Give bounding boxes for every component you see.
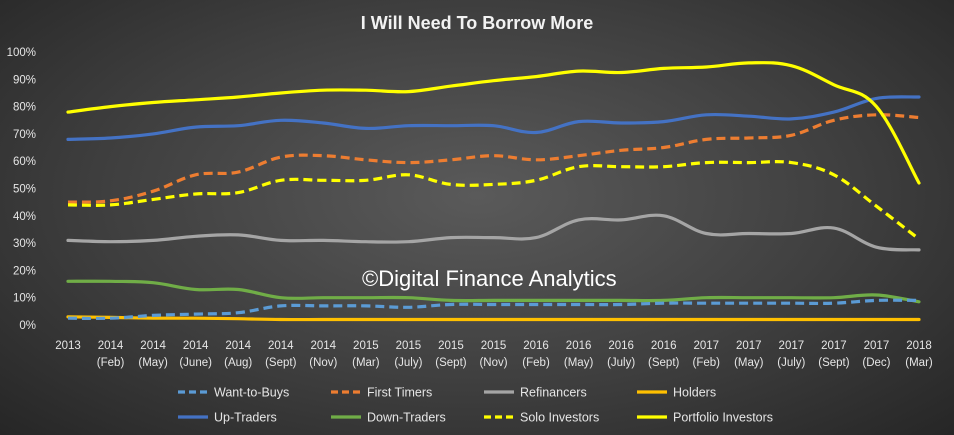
legend-label-holders: Holders (673, 386, 716, 400)
x-tick-sublabel: (Nov) (309, 357, 337, 369)
x-tick-sublabel: (Feb) (97, 357, 125, 369)
series-line-solo-investors (67, 160, 920, 241)
series-layer (66, 61, 921, 322)
chart-title: I Will Need To Borrow More (361, 13, 594, 33)
series-line-down-traders (66, 279, 921, 304)
series-line-refinancers (66, 213, 921, 252)
series-line-want-to-buys (67, 298, 920, 321)
x-tick-label: 2016 (566, 340, 592, 352)
x-tick-label: 2013 (55, 340, 81, 352)
x-tick-label: 2015 (438, 340, 464, 352)
x-tick-label: 2017 (736, 340, 762, 352)
legend-label-want-to-buys: Want-to-Buys (214, 386, 289, 400)
y-tick-label: 90% (13, 74, 36, 86)
x-tick-label: 2014 (225, 340, 251, 352)
x-tick-sublabel: (Sept) (435, 357, 466, 369)
x-tick-sublabel: (Feb) (693, 357, 721, 369)
y-tick-label: 10% (13, 293, 36, 305)
x-tick-sublabel: (Aug) (224, 357, 252, 369)
x-tick-sublabel: (Sept) (648, 357, 679, 369)
x-axis: 2013 2014 (Feb) 2014 (May) 2014 (June) 2014 (Aug… (55, 340, 933, 369)
y-tick-label: 60% (13, 156, 36, 168)
x-tick-sublabel: (Sept) (818, 357, 849, 369)
y-axis: 0% 10% 20% 30% 40% 50% 60% 70% 80% 90% 100% (7, 47, 36, 332)
y-tick-label: 20% (13, 265, 36, 277)
legend-label-solo-investors: Solo Investors (520, 411, 599, 425)
x-tick-sublabel: (Sept) (265, 357, 296, 369)
x-tick-label: 2015 (396, 340, 422, 352)
x-tick-label: 2016 (523, 340, 549, 352)
y-tick-label: 40% (13, 211, 36, 223)
x-tick-label: 2017 (864, 340, 890, 352)
legend-label-down-traders: Down-Traders (367, 411, 446, 425)
legend-label-portfolio-investors: Portfolio Investors (673, 411, 773, 425)
x-tick-label: 2014 (98, 340, 124, 352)
x-tick-label: 2017 (779, 340, 805, 352)
y-tick-label: 80% (13, 102, 36, 114)
y-tick-label: 70% (13, 129, 36, 141)
x-tick-label: 2014 (268, 340, 294, 352)
x-tick-sublabel: (May) (734, 357, 764, 369)
x-tick-label: 2016 (608, 340, 634, 352)
x-tick-sublabel: (Dec) (862, 357, 890, 369)
x-tick-sublabel: (May) (564, 357, 594, 369)
x-tick-sublabel: (July) (394, 357, 422, 369)
x-tick-label: 2016 (651, 340, 677, 352)
x-tick-label: 2017 (821, 340, 847, 352)
legend-label-first-timers: First Timers (367, 386, 432, 400)
x-tick-sublabel: (July) (777, 357, 805, 369)
x-tick-label: 2017 (693, 340, 719, 352)
x-tick-sublabel: (Mar) (905, 357, 933, 369)
x-tick-sublabel: (June) (179, 357, 212, 369)
y-tick-label: 100% (7, 47, 36, 59)
x-tick-label: 2014 (311, 340, 337, 352)
x-tick-sublabel: (Nov) (479, 357, 507, 369)
x-tick-label: 2014 (140, 340, 166, 352)
series-line-up-traders (66, 95, 921, 141)
x-tick-label: 2015 (353, 340, 379, 352)
x-tick-sublabel: (Mar) (352, 357, 380, 369)
legend-label-refinancers: Refinancers (520, 386, 587, 400)
legend: Want-to-Buys First Timers Refinancers Holde… (178, 386, 773, 425)
series-line-holders (66, 315, 921, 322)
x-tick-label: 2015 (481, 340, 507, 352)
series-line-first-timers (67, 113, 920, 204)
y-tick-label: 50% (13, 184, 36, 196)
x-tick-sublabel: (May) (138, 357, 168, 369)
y-tick-label: 0% (19, 320, 36, 332)
watermark-text: ©Digital Finance Analytics (362, 266, 617, 291)
x-tick-label: 2014 (183, 340, 209, 352)
y-tick-label: 30% (13, 238, 36, 250)
x-tick-sublabel: (Feb) (522, 357, 550, 369)
legend-label-up-traders: Up-Traders (214, 411, 277, 425)
series-line-portfolio-investors (66, 61, 921, 185)
x-tick-sublabel: (July) (607, 357, 635, 369)
x-tick-label: 2018 (906, 340, 932, 352)
